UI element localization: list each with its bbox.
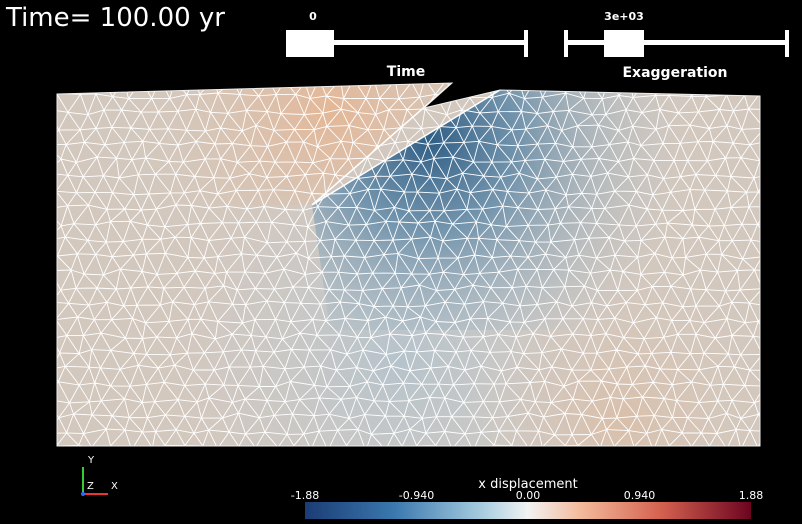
axes-triad: Y Z X xyxy=(81,455,118,496)
slider-value: 0 xyxy=(309,10,317,23)
slider-cap xyxy=(785,30,789,57)
slider-label: Exaggeration xyxy=(622,65,727,81)
slider-cap xyxy=(524,30,528,57)
mesh-wireframe xyxy=(57,83,760,446)
slider-value: 3e+03 xyxy=(604,10,644,23)
colorbar-tick-label: 0.940 xyxy=(624,489,656,502)
fault-line xyxy=(311,83,501,206)
mesh-edges xyxy=(57,83,760,446)
colorbar-tick-label: -0.940 xyxy=(399,489,434,502)
axis-label: Y xyxy=(87,455,95,466)
slider-handle[interactable] xyxy=(286,30,334,57)
colorbar-tick-label: -1.88 xyxy=(291,489,319,502)
time-annotation: Time= 100.00 yr xyxy=(5,3,225,33)
mesh-fill xyxy=(312,90,760,330)
mesh-outline xyxy=(56,82,761,447)
colorbar-title: x displacement xyxy=(478,477,577,492)
slider-track xyxy=(566,40,786,45)
colorbar-tick-label: 0.00 xyxy=(516,489,541,502)
axis-label: Z xyxy=(87,481,94,492)
exaggeration-slider[interactable]: 3e+03 Exaggeration xyxy=(564,10,789,81)
slider-handle[interactable] xyxy=(604,30,644,57)
time-slider[interactable]: 0 Time xyxy=(286,10,528,80)
colorbar-gradient xyxy=(305,502,751,519)
colorbar: x displacement -1.88 -0.940 0.00 0.940 1.88 xyxy=(291,477,763,519)
mesh xyxy=(57,83,760,446)
slider-track xyxy=(334,40,526,45)
colorbar-tick-label: 1.88 xyxy=(739,489,764,502)
slider-label: Time xyxy=(387,64,425,80)
axis-z xyxy=(81,492,85,496)
axis-label: X xyxy=(111,481,118,492)
